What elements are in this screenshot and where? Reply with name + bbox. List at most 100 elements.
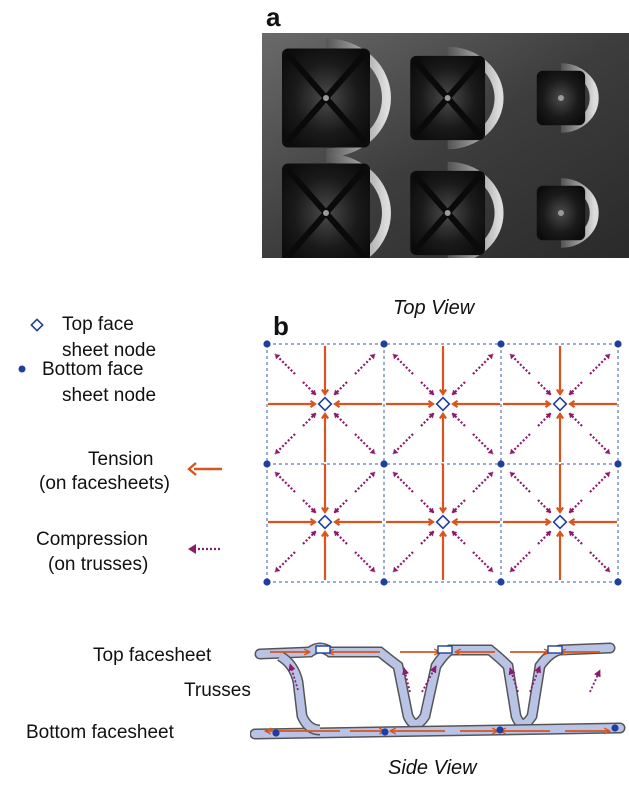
compression-arrow [420,412,435,427]
compression-arrowhead [510,566,516,572]
bottom-node [380,460,388,468]
compression-arrowhead [510,448,516,454]
tension-arrowhead [438,506,448,514]
compression-arrow [451,530,466,545]
compression-arrowhead [569,413,575,419]
compression-arrow [589,353,611,375]
tension-arrowhead [320,506,330,514]
compression-arrow [451,412,466,427]
compression-arrow [274,433,296,455]
compression-arrow [509,353,531,375]
legend-top-node-line1: Top face [62,314,134,335]
side-view-diagram [250,642,626,740]
top-node [437,645,453,654]
tension-arrowhead [333,517,341,527]
compression-arrowhead [310,389,316,395]
compression-arrow [509,471,531,493]
compression-arrowhead [604,354,610,360]
tension-arrowhead [438,388,448,396]
tension-arrowhead [568,399,576,409]
compression-arrow [302,381,317,396]
compression-arrowhead [428,413,434,419]
compression-arrowhead [310,413,316,419]
tension-arrowhead [320,388,330,396]
compression-arrow [537,530,552,545]
compression-arrow [333,412,348,427]
top-node [435,396,451,412]
sheet-fill [256,644,614,728]
compression-arrow [589,669,601,693]
compression-arrow [420,530,435,545]
compression-arrow [509,551,531,573]
bottom-node [611,724,619,732]
compression-arrow [354,433,376,455]
compression-arrowhead [334,507,340,513]
compression-arrow [402,667,411,693]
compression-arrowhead [275,566,281,572]
pit-rim [447,46,504,150]
compression-arrow [451,381,466,396]
pit-rim [560,178,599,248]
top-node-symbol [30,318,44,332]
compression-arrowhead [393,472,399,478]
tension-arrowhead [451,517,459,527]
compression-arrowhead [393,566,399,572]
tension-arrowhead [544,399,552,409]
side-view-title: Side View [388,757,477,779]
bottom-node [380,340,388,348]
tension-arrowhead [320,412,330,420]
pit-node [557,210,564,216]
top-node [317,396,333,412]
compression-arrow [537,381,552,396]
compression-arrow [537,412,552,427]
compression-arrow [568,499,583,514]
top-node [317,514,333,530]
micrograph-image [262,33,629,258]
compression-arrow-symbol [188,544,222,554]
compression-arrow [451,499,466,514]
compression-arrowhead [604,448,610,454]
compression-arrow [568,530,583,545]
compression-arrowhead [334,413,340,419]
top-node [552,514,568,530]
bottom-node [614,460,622,468]
tension-arrowhead [438,530,448,538]
tension-arrowhead [438,412,448,420]
compression-arrowhead [510,472,516,478]
compression-arrowhead [545,507,551,513]
compression-arrow [472,353,494,375]
compression-arrow [472,433,494,455]
panel-b-label: b [273,311,289,341]
panel-a-label: a [266,2,281,32]
compression-arrow [392,471,414,493]
compression-arrow [421,665,437,693]
compression-arrowhead [452,389,458,395]
compression-arrow [274,353,296,375]
pit-node [444,210,451,216]
compression-arrowhead [275,354,281,360]
compression-arrow [333,381,348,396]
compression-arrow [354,471,376,493]
tension-arrowhead [333,399,341,409]
bottom-node [496,726,504,734]
tension-arrowhead [555,506,565,514]
tension-arrowhead [544,517,552,527]
compression-arrow [302,530,317,545]
top-view-title: Top View [393,297,475,319]
top-view-diagram [263,340,622,586]
compression-arrow [508,667,519,693]
compression-arrowhead [487,448,493,454]
tension-arrowhead [427,399,435,409]
compression-arrow [333,530,348,545]
compression-arrowhead [275,472,281,478]
side-label-trusses: Trusses [184,680,251,701]
tension-arrowhead [555,530,565,538]
compression-arrowhead [334,531,340,537]
compression-arrowhead [369,354,375,360]
pit-rim [560,63,599,133]
legend-tension-line1: Tension [88,449,154,470]
compression-arrowhead [275,448,281,454]
compression-arrowhead [604,566,610,572]
compression-arrow [589,551,611,573]
legend-top-node-line2: sheet node [62,340,157,361]
